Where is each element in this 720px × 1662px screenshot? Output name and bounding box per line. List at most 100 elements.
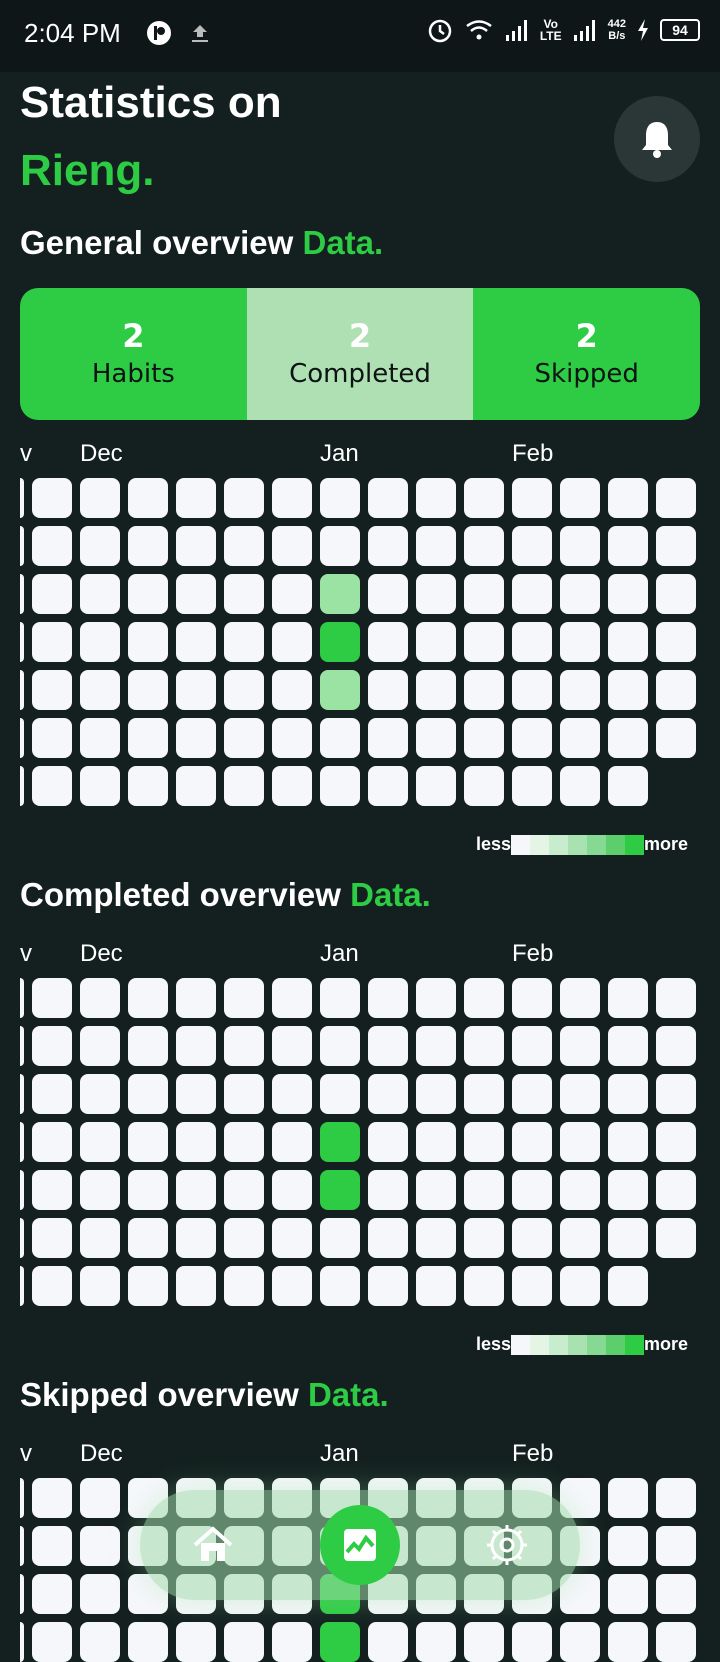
heatmap-cell <box>512 1266 552 1306</box>
heatmap-cell <box>224 478 264 518</box>
heatmap-cell <box>464 1622 504 1662</box>
heatmap-cell <box>608 766 648 806</box>
heatmap-cell <box>608 1574 648 1614</box>
stat-skipped-value: 2 <box>575 317 598 355</box>
heatmap-cell <box>224 978 264 1018</box>
heatmap-cell <box>20 766 24 806</box>
month-label: Dec <box>80 940 123 967</box>
heatmap-cell <box>32 526 72 566</box>
nav-statistics[interactable] <box>319 1505 400 1585</box>
heatmap-cell <box>272 574 312 614</box>
stat-completed[interactable]: 2 Completed <box>246 288 474 420</box>
heatmap-cell <box>560 978 600 1018</box>
heatmap-cell <box>80 1526 120 1566</box>
heatmap-cell <box>320 766 360 806</box>
heatmap-cell <box>272 1622 312 1662</box>
heatmap-cell <box>128 1266 168 1306</box>
network-speed: 442 B/s <box>607 18 626 42</box>
heatmap-cell <box>656 1218 696 1258</box>
heatmap-cell <box>512 1074 552 1114</box>
notifications-button[interactable] <box>614 96 700 182</box>
stat-skipped[interactable]: 2 Skipped <box>473 288 700 420</box>
heatmap-cell <box>656 1074 696 1114</box>
heatmap-cell <box>416 478 456 518</box>
month-label: v <box>20 940 32 967</box>
heatmap-cell <box>608 718 648 758</box>
heatmap-cell <box>80 1266 120 1306</box>
heatmap-cell <box>512 1218 552 1258</box>
heatmap-cell <box>128 718 168 758</box>
heatmap-cell <box>20 1026 24 1066</box>
heatmap-cell <box>128 622 168 662</box>
completed-overview-title: Completed overview Data. <box>20 876 431 914</box>
settings-icon <box>486 1525 527 1565</box>
nav-settings[interactable] <box>467 1505 547 1585</box>
heatmap-cell <box>368 978 408 1018</box>
heatmap-cell <box>512 478 552 518</box>
heatmap-cell <box>20 526 24 566</box>
heatmap-cell <box>128 1122 168 1162</box>
heatmap-cell <box>656 574 696 614</box>
heatmap-cell <box>80 1218 120 1258</box>
page-title: Statistics on <box>20 78 282 127</box>
heatmap-cell <box>560 1074 600 1114</box>
heatmap-cell <box>368 478 408 518</box>
heatmap-cell <box>416 978 456 1018</box>
heatmap-cell <box>224 1622 264 1662</box>
heatmap-cell <box>32 622 72 662</box>
heatmap-cell <box>176 1026 216 1066</box>
bottom-navigation <box>140 1490 580 1600</box>
stat-habits[interactable]: 2 Habits <box>20 288 247 420</box>
heatmap-cell <box>608 1074 648 1114</box>
heatmap-cell <box>656 1574 696 1614</box>
heatmap-cell <box>608 526 648 566</box>
heatmap-cell <box>128 978 168 1018</box>
nav-home[interactable] <box>173 1505 253 1585</box>
heatmap-cell <box>224 622 264 662</box>
month-label: v <box>20 1440 32 1467</box>
heatmap-cell <box>320 1218 360 1258</box>
legend: less more <box>476 1334 688 1355</box>
heatmap-cell <box>464 526 504 566</box>
heatmap-cell <box>272 1218 312 1258</box>
month-label: Dec <box>80 440 123 467</box>
heatmap-cell <box>272 478 312 518</box>
completed-overview-accent: Data. <box>350 876 431 913</box>
heatmap-cell <box>512 1122 552 1162</box>
heatmap-cell <box>32 1170 72 1210</box>
heatmap-cell <box>656 478 696 518</box>
heatmap-cell <box>464 1218 504 1258</box>
heatmap-cell <box>416 1218 456 1258</box>
heatmap-cell <box>608 574 648 614</box>
heatmap-cell <box>80 1026 120 1066</box>
heatmap-cell <box>128 1622 168 1662</box>
heatmap-cell <box>560 1622 600 1662</box>
heatmap-cell <box>32 1026 72 1066</box>
heatmap-cell <box>560 670 600 710</box>
heatmap-cell <box>80 622 120 662</box>
heatmap-cell <box>608 1026 648 1066</box>
heatmap-cell <box>560 1170 600 1210</box>
heatmap-cell <box>128 766 168 806</box>
heatmap-cell <box>656 718 696 758</box>
heatmap-cell <box>224 670 264 710</box>
heatmap-cell <box>176 526 216 566</box>
heatmap-cell <box>608 1266 648 1306</box>
heatmap-cell <box>224 766 264 806</box>
heatmap-cell <box>512 670 552 710</box>
heatmap-cell <box>608 1218 648 1258</box>
heatmap-cell <box>128 1170 168 1210</box>
status-left-icons <box>146 20 212 46</box>
heatmap-cell <box>272 1122 312 1162</box>
overview-stats-card: 2 Habits 2 Completed 2 Skipped <box>20 288 700 420</box>
heatmap-cell <box>608 978 648 1018</box>
heatmap-cell <box>20 622 24 662</box>
heatmap-cell <box>368 622 408 662</box>
heatmap-cell <box>320 574 360 614</box>
stat-completed-value: 2 <box>348 317 372 355</box>
heatmap-cell <box>320 718 360 758</box>
legend-less: less <box>476 1334 512 1354</box>
month-label: Jan <box>320 940 359 967</box>
heatmap-cell <box>368 1170 408 1210</box>
heatmap-cell <box>20 478 24 518</box>
